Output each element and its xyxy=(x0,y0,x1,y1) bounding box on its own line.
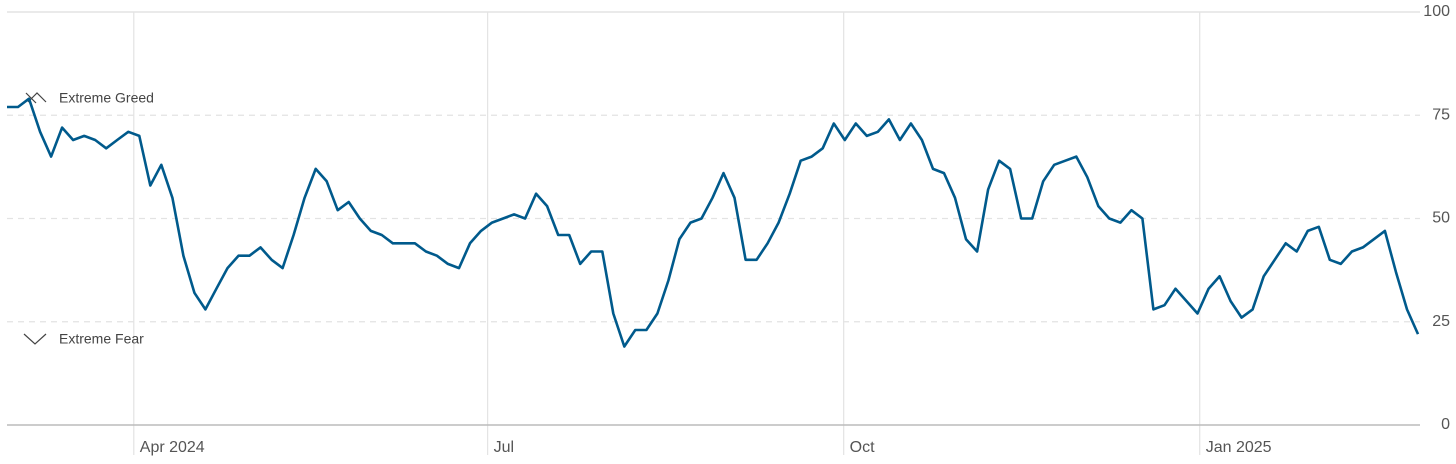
y-tick-label: 75 xyxy=(1432,106,1450,123)
y-tick-label: 50 xyxy=(1432,210,1450,227)
greed-chevron xyxy=(27,92,47,103)
x-tick-label: Jul xyxy=(494,439,514,456)
greed-chevron xyxy=(25,92,37,104)
annotation: Extreme Fear xyxy=(59,331,144,347)
series-line xyxy=(7,97,1420,348)
y-tick-label: 25 xyxy=(1432,313,1450,330)
y-tick-label: 100 xyxy=(1423,3,1450,20)
x-tick-label: Jan 2025 xyxy=(1206,439,1272,456)
x-tick-label: Oct xyxy=(850,439,875,456)
y-tick-label: 0 xyxy=(1441,416,1450,433)
x-tick-label: Apr 2024 xyxy=(140,439,205,456)
fear-chevron xyxy=(23,333,47,345)
annotation: Extreme Greed xyxy=(59,90,154,106)
